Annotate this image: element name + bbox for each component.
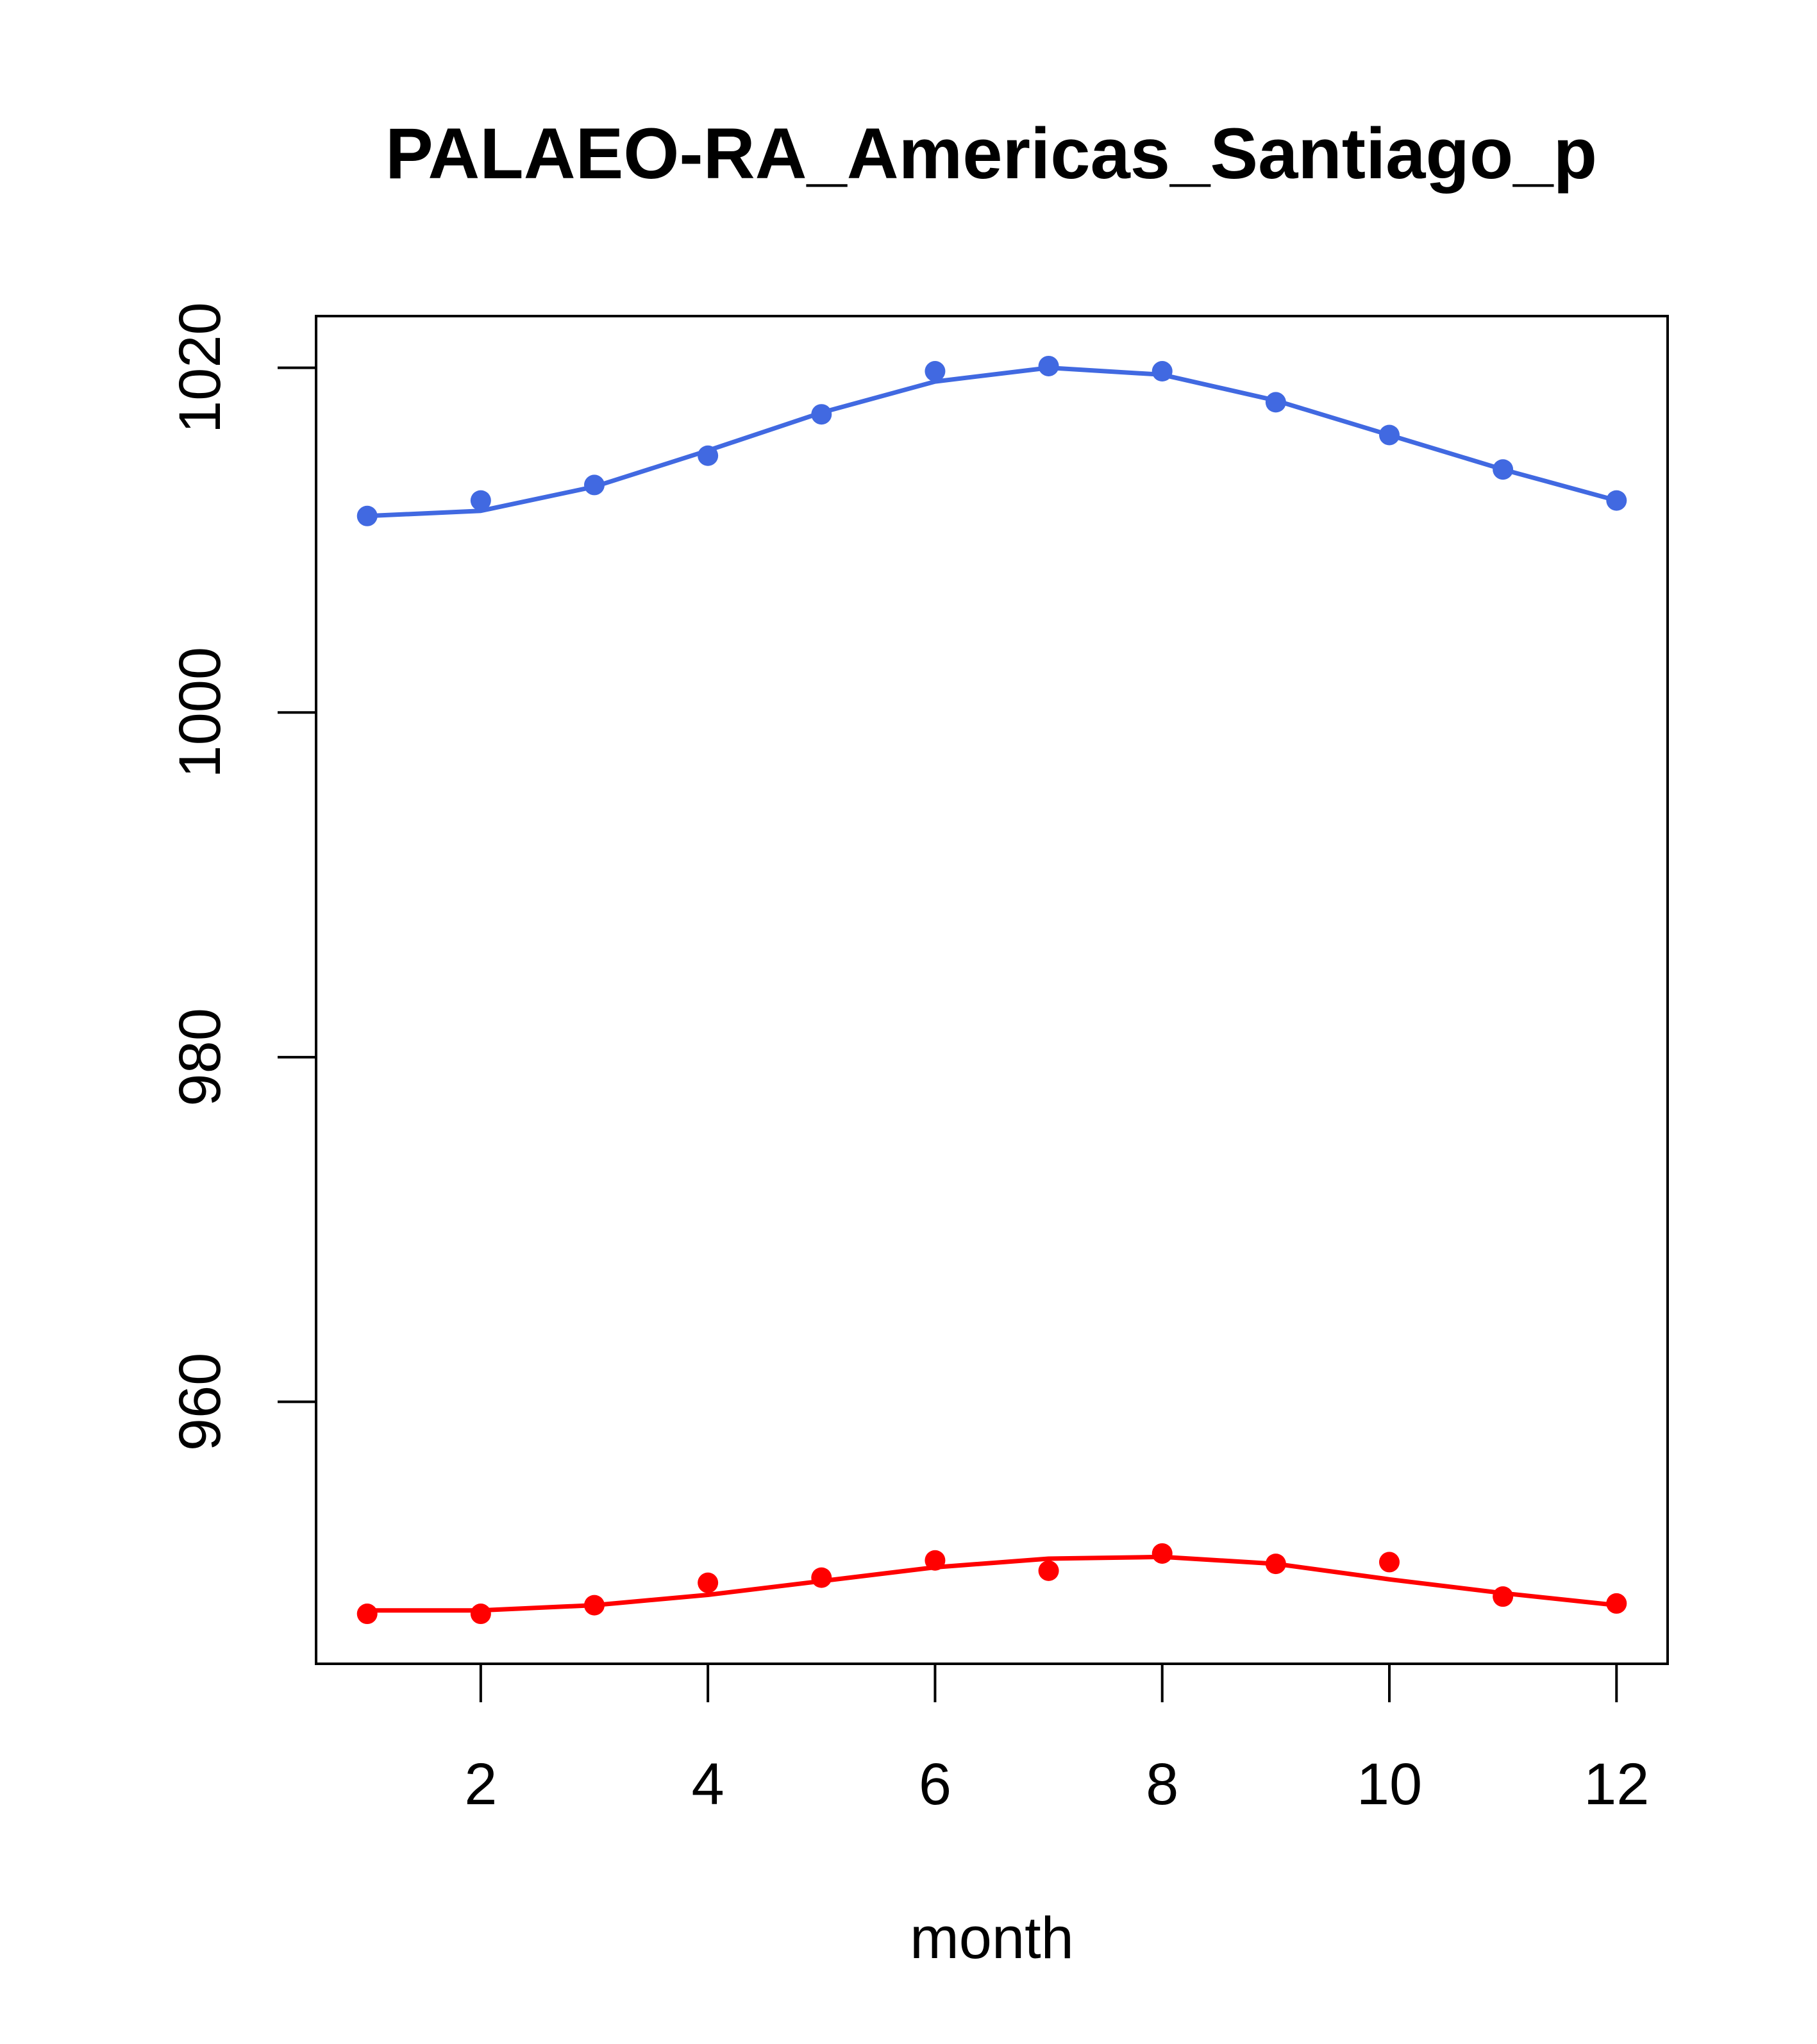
data-point [1493,1586,1514,1607]
data-point [356,1604,378,1625]
series-2 [356,1543,1627,1625]
data-point [1606,490,1627,511]
data-point [1038,355,1059,376]
series-line [367,365,1618,519]
x-tick-label: 4 [692,1752,724,1817]
data-point [698,1572,719,1593]
data-point [925,361,946,382]
data-point [1265,392,1286,413]
data-point [1265,1554,1286,1575]
y-tick-label: 980 [167,1008,233,1107]
y-tick-label: 1020 [167,302,233,433]
data-point [1151,361,1173,382]
data-point [584,1595,605,1616]
data-point [1379,424,1400,446]
data-point [1606,1593,1627,1614]
y-tick-label: 960 [167,1353,233,1452]
data-point [1379,1552,1400,1573]
data-point [811,1567,832,1588]
series-layer [356,355,1627,1625]
x-tick-label: 10 [1357,1752,1422,1817]
y-axis: 960 980 1000 1020 [167,302,316,1451]
series-line [367,1554,1617,1613]
series-1 [356,355,1627,526]
data-point [470,1604,491,1625]
x-axis-label: month [910,1906,1074,1971]
data-point [584,474,605,496]
x-tick-label: 6 [919,1752,951,1817]
data-point [1493,459,1514,480]
data-point [470,490,491,511]
x-tick-label: 8 [1146,1752,1178,1817]
x-tick-label: 12 [1584,1752,1649,1817]
y-tick-label: 1000 [167,647,233,778]
data-point [356,505,378,526]
chart-title: PALAEO-RA_Americas_Santiago_p [385,113,1597,194]
plot-frame [315,315,1669,1665]
x-tick-label: 2 [464,1752,497,1817]
data-point [698,445,719,466]
data-point [1038,1560,1059,1581]
data-point [811,404,832,425]
data-point [925,1550,946,1571]
data-point [1151,1543,1173,1564]
x-axis: 2 4 6 8 10 12 [464,1664,1649,1817]
